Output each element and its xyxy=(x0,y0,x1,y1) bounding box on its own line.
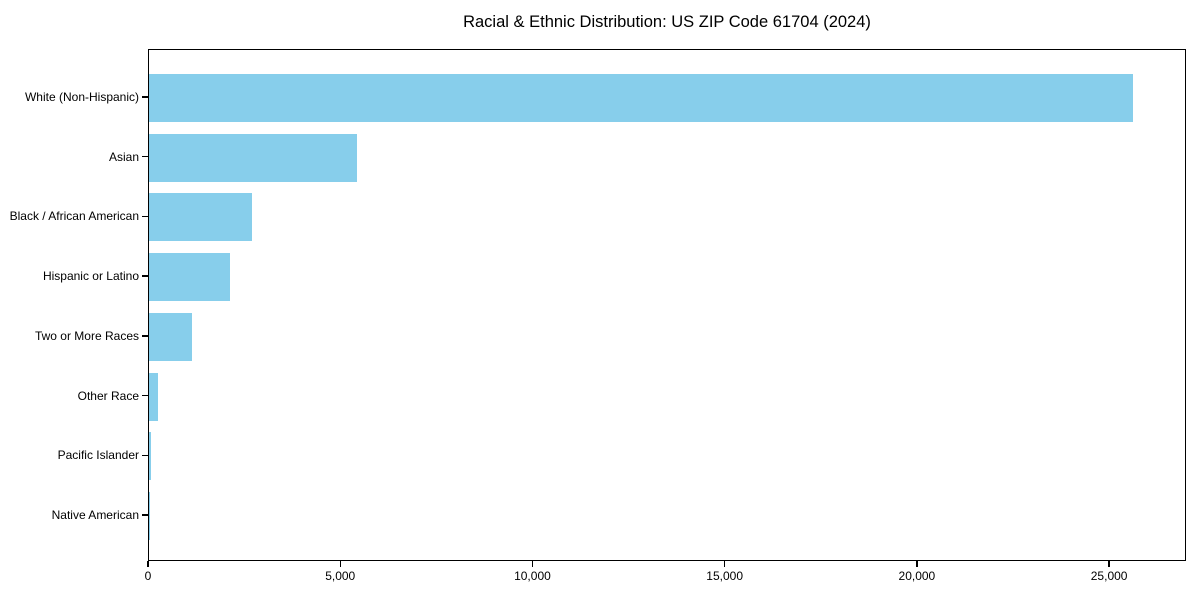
y-tick-label: Other Race xyxy=(77,388,139,403)
x-tick-label: 20,000 xyxy=(898,569,936,583)
x-tick-label: 25,000 xyxy=(1090,569,1128,583)
y-tick-label: Black / African American xyxy=(9,209,139,224)
bar-other-race xyxy=(149,372,158,421)
x-tick-label: 15,000 xyxy=(706,569,744,583)
y-tick-mark xyxy=(142,215,148,218)
y-tick-label: Pacific Islander xyxy=(57,448,139,463)
x-tick-mark xyxy=(916,561,918,567)
bar-white-non-hispanic xyxy=(149,74,1134,122)
y-tick-mark xyxy=(142,394,148,397)
bar-hispanic-or-latino xyxy=(149,253,230,302)
bar-asian xyxy=(149,133,357,182)
y-tick-label: Native American xyxy=(51,507,139,522)
bar-native-american xyxy=(149,491,150,540)
x-tick-label: 10,000 xyxy=(514,569,551,583)
x-tick-mark xyxy=(724,561,726,567)
y-tick-mark xyxy=(142,335,148,337)
y-tick-label: Asian xyxy=(108,149,139,164)
x-tick-label: 0 xyxy=(144,569,152,583)
y-tick-mark xyxy=(142,156,148,158)
y-tick-label: Hispanic or Latino xyxy=(42,269,139,284)
plot-area xyxy=(148,49,1186,561)
y-tick-mark xyxy=(142,514,148,516)
x-tick-mark xyxy=(531,561,534,567)
x-tick-mark xyxy=(1108,561,1110,567)
bar-black-african-american xyxy=(149,193,253,242)
x-tick-mark xyxy=(339,561,341,567)
y-tick-mark xyxy=(142,96,148,98)
chart-title: Racial & Ethnic Distribution: US ZIP Cod… xyxy=(463,13,871,31)
y-tick-mark xyxy=(142,275,148,277)
y-tick-label: Two or More Races xyxy=(34,328,139,343)
y-tick-label: White (Non-Hispanic) xyxy=(24,90,139,104)
y-tick-mark xyxy=(142,454,148,456)
bar-two-or-more-races xyxy=(149,312,193,361)
bar-pacific-islander xyxy=(149,432,151,481)
x-tick-mark xyxy=(147,561,149,567)
x-tick-label: 5,000 xyxy=(325,569,356,583)
